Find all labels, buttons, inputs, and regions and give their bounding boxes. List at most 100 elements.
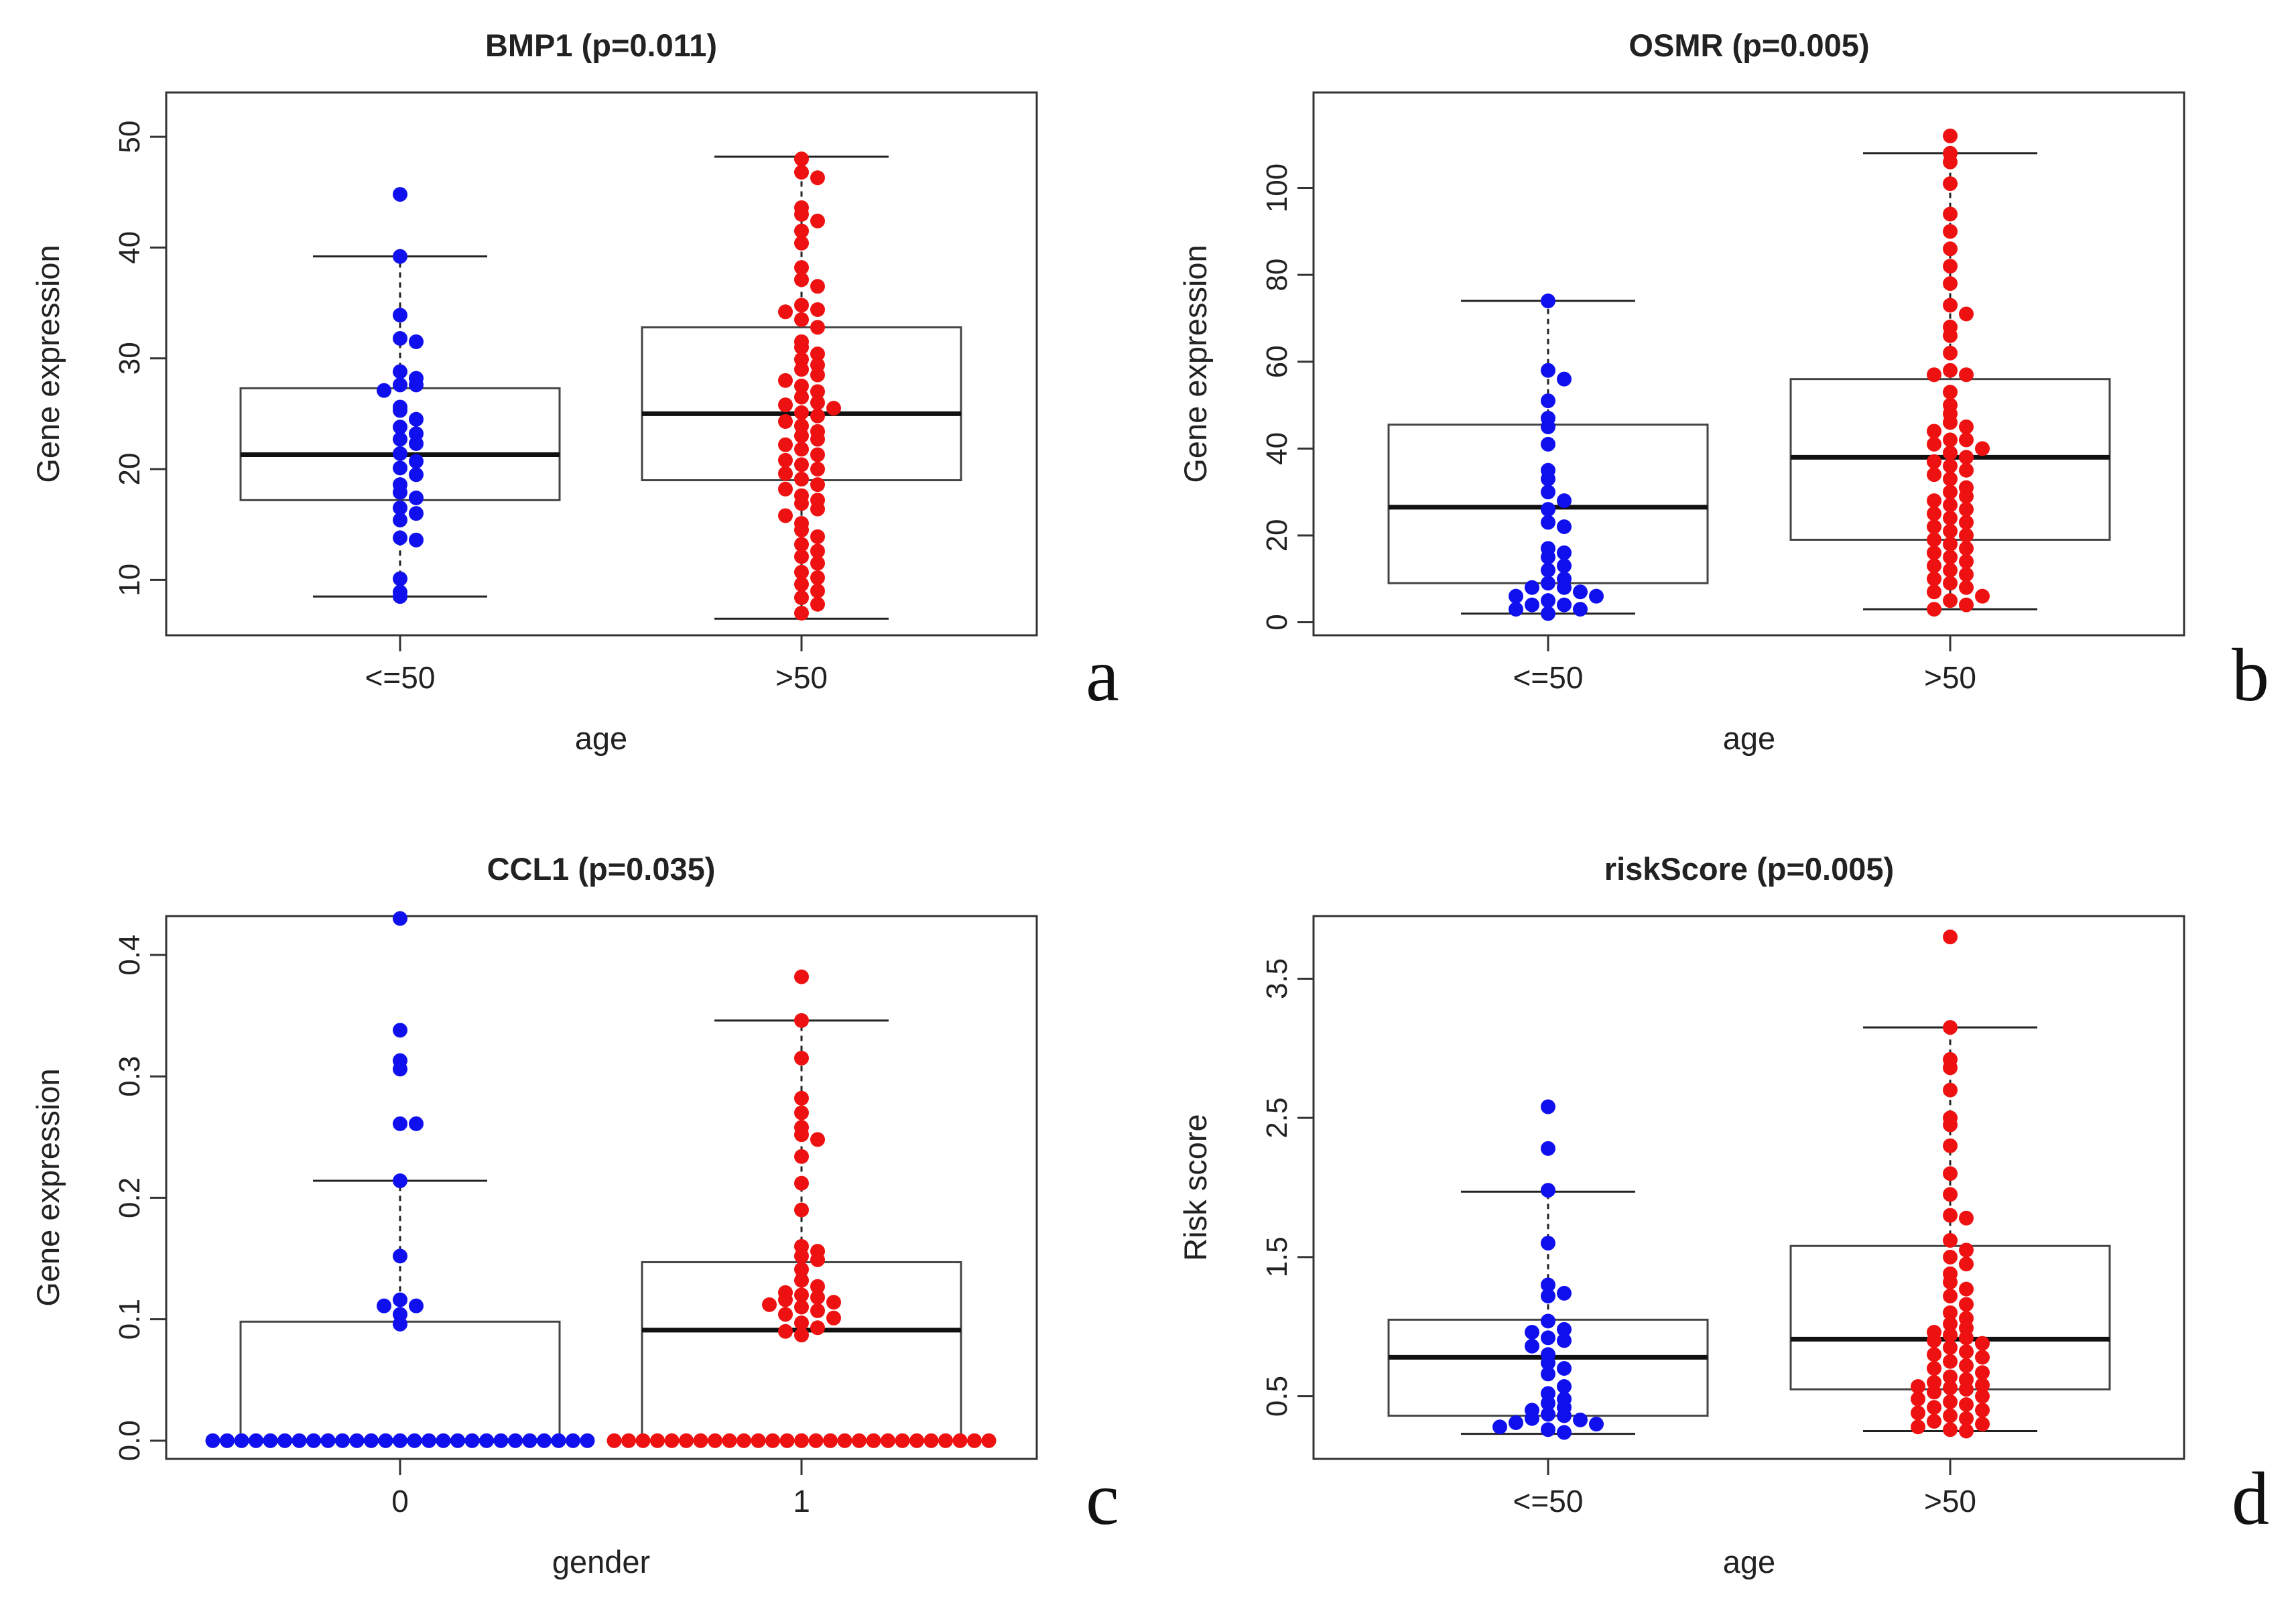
data-point bbox=[810, 1279, 825, 1294]
y-tick-label: 10 bbox=[113, 564, 146, 596]
data-point bbox=[794, 428, 809, 444]
data-point bbox=[952, 1433, 968, 1448]
data-point bbox=[393, 1023, 407, 1038]
data-point bbox=[794, 1175, 809, 1191]
x-tick-label: >50 bbox=[1924, 1484, 1976, 1519]
data-point bbox=[794, 1248, 809, 1264]
x-tick-label: <=50 bbox=[1513, 660, 1584, 695]
data-point bbox=[810, 1252, 825, 1267]
data-point bbox=[409, 411, 424, 427]
panel-c-title: CCL1 (p=0.035) bbox=[487, 851, 716, 887]
y-tick-label: 20 bbox=[113, 453, 146, 486]
data-point bbox=[1557, 519, 1572, 534]
data-point bbox=[810, 543, 825, 559]
data-point bbox=[1927, 571, 1941, 586]
data-point bbox=[810, 1320, 825, 1336]
data-point bbox=[306, 1433, 321, 1448]
data-point bbox=[1589, 1417, 1604, 1432]
panel-b-ylabel: Gene expression bbox=[1177, 245, 1213, 482]
data-point bbox=[409, 1116, 424, 1131]
panel-c: CCL1 (p=0.035) 0.0 0.1 0.2 0.3 0.4 0 1 gende… bbox=[30, 851, 1119, 1580]
panel-a-letter: a bbox=[1086, 634, 1119, 717]
panel-c-frame bbox=[165, 915, 1038, 1460]
data-point bbox=[810, 320, 825, 335]
panel-a-y-axis: 10 20 30 40 50 bbox=[113, 121, 168, 596]
data-point bbox=[1943, 445, 1958, 460]
data-point bbox=[794, 969, 809, 984]
data-point bbox=[1943, 259, 1958, 274]
data-point bbox=[1541, 1141, 1555, 1156]
data-point bbox=[810, 1132, 825, 1147]
data-point bbox=[1541, 502, 1555, 517]
data-point bbox=[1975, 441, 1990, 456]
data-point bbox=[1959, 367, 1974, 383]
data-point bbox=[1943, 154, 1958, 170]
data-point bbox=[1943, 1187, 1958, 1202]
data-point bbox=[393, 500, 407, 515]
data-point bbox=[1541, 593, 1555, 608]
data-point bbox=[1943, 550, 1958, 565]
panel-c-ylabel: Gene expression bbox=[30, 1068, 66, 1306]
data-point bbox=[938, 1433, 953, 1448]
data-point bbox=[794, 1127, 809, 1143]
data-point bbox=[810, 477, 825, 493]
data-point bbox=[1911, 1405, 1925, 1421]
data-point bbox=[794, 151, 809, 167]
data-point bbox=[1927, 519, 1941, 534]
data-point bbox=[810, 346, 825, 362]
data-point bbox=[1943, 363, 1958, 378]
data-point bbox=[1943, 1275, 1958, 1290]
data-point bbox=[810, 1289, 825, 1305]
data-point bbox=[1943, 1249, 1958, 1265]
data-point bbox=[1959, 580, 1974, 595]
data-point bbox=[1959, 450, 1974, 465]
data-point bbox=[1943, 1232, 1958, 1248]
data-point bbox=[693, 1433, 708, 1448]
y-tick-label: 0.4 bbox=[113, 934, 146, 975]
data-point bbox=[1927, 558, 1941, 574]
data-point bbox=[1573, 602, 1588, 617]
data-point bbox=[1943, 562, 1958, 578]
data-point bbox=[1911, 1391, 1925, 1407]
data-point bbox=[794, 379, 809, 394]
data-point bbox=[1557, 1285, 1572, 1301]
panel-c-x-axis: 0 1 bbox=[391, 1459, 810, 1519]
data-point bbox=[794, 522, 809, 537]
data-point bbox=[1943, 1305, 1958, 1320]
data-point bbox=[1541, 550, 1555, 565]
panel-a-x-axis: <=50 >50 bbox=[365, 635, 828, 695]
data-point bbox=[1943, 328, 1958, 343]
data-point bbox=[1927, 367, 1941, 383]
panel-d-points bbox=[1492, 929, 1990, 1440]
data-point bbox=[778, 397, 793, 413]
panel-b-x-axis: <=50 >50 bbox=[1513, 635, 1976, 695]
data-point bbox=[778, 437, 793, 452]
data-point bbox=[1927, 506, 1941, 521]
data-point bbox=[292, 1433, 307, 1448]
y-tick-label: 50 bbox=[113, 121, 146, 153]
data-point bbox=[794, 1315, 809, 1331]
data-point bbox=[794, 223, 809, 239]
data-point bbox=[464, 1433, 480, 1448]
data-point bbox=[1541, 562, 1555, 578]
data-point bbox=[1959, 567, 1974, 582]
data-point bbox=[1557, 493, 1572, 509]
data-point bbox=[794, 1433, 809, 1448]
data-point bbox=[794, 564, 809, 580]
data-point bbox=[1943, 1316, 1958, 1332]
data-point bbox=[409, 506, 424, 521]
data-point bbox=[810, 570, 825, 586]
data-point bbox=[866, 1433, 881, 1448]
panel-a: BMP1 (p=0.011) 10 20 30 40 50 <=50 >50 age G… bbox=[30, 27, 1119, 756]
data-point bbox=[409, 377, 424, 393]
data-point bbox=[1943, 1020, 1958, 1035]
y-tick-label: 20 bbox=[1261, 519, 1293, 552]
data-point bbox=[1541, 1355, 1555, 1370]
data-point bbox=[778, 304, 793, 320]
data-point bbox=[1943, 206, 1958, 222]
data-point bbox=[393, 377, 407, 393]
data-point bbox=[393, 530, 407, 545]
data-point bbox=[794, 1149, 809, 1164]
data-point bbox=[522, 1433, 537, 1448]
data-point bbox=[794, 1262, 809, 1277]
